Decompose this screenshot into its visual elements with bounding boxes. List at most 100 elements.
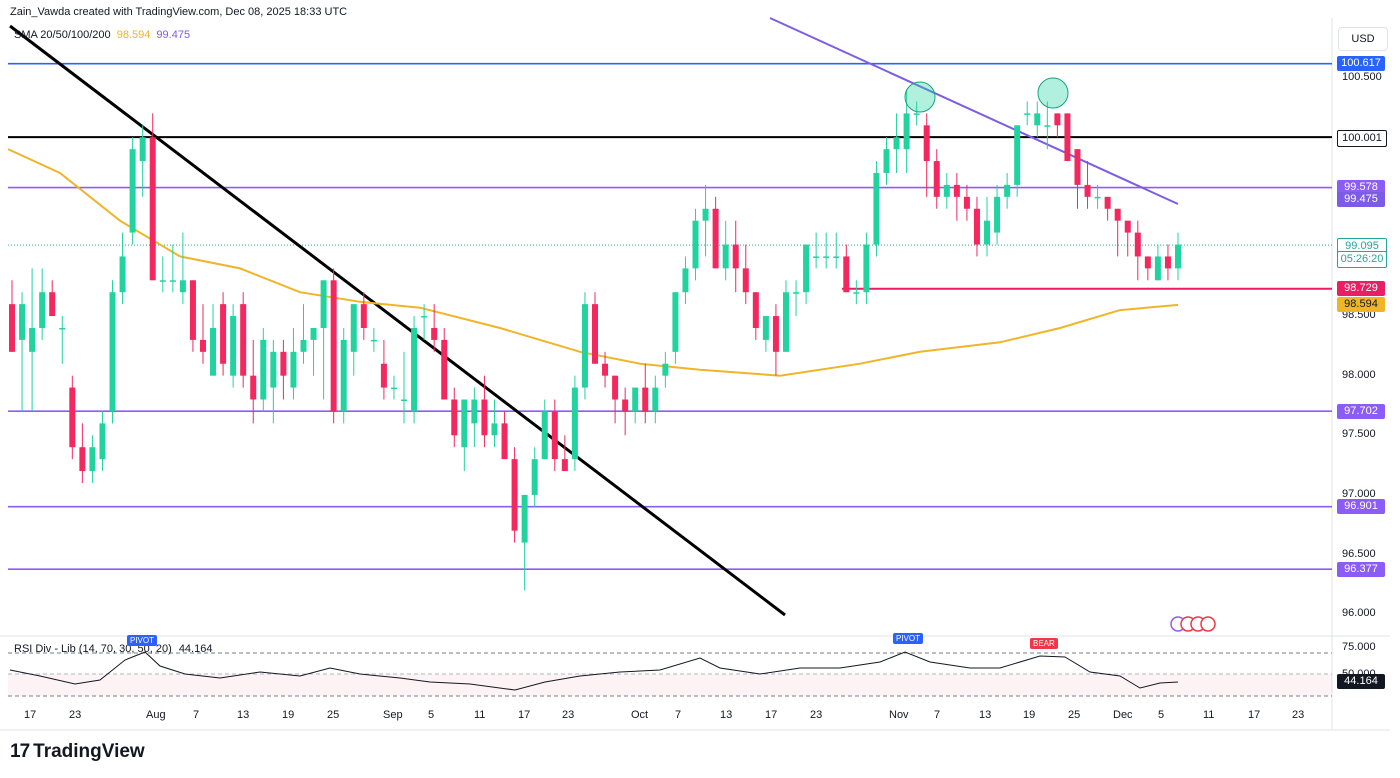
rsi-header-value: 44.164 — [178, 643, 213, 655]
candle-body-71 — [722, 244, 729, 269]
time-tick-14: 13 — [720, 709, 733, 721]
candle-body-115 — [1164, 256, 1171, 269]
candle-body-98 — [994, 196, 1001, 233]
time-tick-2: Aug — [146, 709, 166, 721]
candle-body-90 — [913, 113, 920, 115]
time-tick-3: 7 — [193, 709, 200, 721]
candle-body-64 — [652, 387, 659, 412]
pivot-tag-aug: PIVOT — [127, 635, 158, 646]
price-tick-5: 98.000 — [1342, 368, 1376, 381]
candle-body-51 — [521, 494, 528, 543]
candle-body-81 — [823, 256, 830, 258]
candle-body-89 — [903, 113, 910, 150]
candle-body-106 — [1074, 149, 1081, 185]
downtrend-line-black — [9, 24, 786, 617]
price-tick-9: 96.000 — [1342, 607, 1376, 620]
sma-last-label: 98.594 — [1337, 297, 1385, 313]
candle-body-85 — [863, 244, 870, 293]
candle-body-2 — [29, 327, 36, 352]
time-tick-13: 7 — [675, 709, 682, 721]
candle-body-65 — [662, 363, 669, 376]
time-tick-8: 5 — [428, 709, 435, 721]
tradingview-logo-text: TradingView — [33, 741, 145, 762]
candle-body-108 — [1094, 196, 1101, 199]
candle-body-42 — [431, 327, 438, 340]
rsi-value-label: 44.164 — [1337, 674, 1385, 689]
candle-body-116 — [1175, 244, 1181, 269]
currency-button[interactable]: USD — [1338, 27, 1388, 51]
candle-body-46 — [471, 399, 478, 424]
candle-body-76 — [772, 316, 779, 352]
candle-body-67 — [682, 268, 689, 293]
candle-body-56 — [571, 387, 578, 460]
time-tick-23: 5 — [1158, 709, 1165, 721]
candle-body-94 — [953, 184, 960, 197]
sma-legend-value-a: 98.594 — [116, 29, 151, 41]
candle-body-104 — [1054, 113, 1061, 126]
bar-countdown-label: 05:26:20 — [1337, 251, 1387, 269]
sma-legend: SMA 20/50/100/200 98.594 99.475 — [14, 28, 190, 42]
downtrend-line-purple — [769, 17, 1179, 205]
candle-body-109 — [1104, 196, 1111, 209]
price-tick-4: 98.500 — [1342, 309, 1376, 322]
candle-body-111 — [1124, 220, 1131, 233]
candle-body-18 — [189, 280, 196, 340]
candle-body-31 — [320, 280, 327, 328]
time-tick-26: 23 — [1292, 709, 1305, 721]
price-level-label-4: 96.901 — [1337, 499, 1385, 515]
candle-body-53 — [541, 411, 548, 460]
candle-body-96 — [973, 208, 980, 245]
price-level-label-5: 96.377 — [1337, 561, 1385, 577]
top-circle-2 — [1037, 77, 1069, 109]
time-tick-25: 17 — [1248, 709, 1261, 721]
candle-body-27 — [280, 351, 287, 376]
candle-body-17 — [179, 280, 186, 293]
rsi-oversold-band — [8, 674, 1332, 696]
candle-body-28 — [290, 351, 297, 388]
tradingview-logo[interactable]: 17 TradingView — [10, 741, 145, 763]
rsi-header: RSI Div - Lib (14, 70, 30, 50, 20) 44.16… — [14, 643, 212, 655]
candle-body-99 — [1004, 184, 1011, 197]
current-price-label: 99.095 — [1337, 237, 1387, 255]
time-tick-16: 23 — [810, 709, 823, 721]
candle-body-79 — [803, 244, 810, 293]
candle-body-100 — [1014, 125, 1021, 185]
candle-body-70 — [712, 208, 719, 269]
candle-body-13 — [139, 137, 146, 162]
candle-body-38 — [390, 387, 397, 390]
candle-body-44 — [451, 399, 458, 436]
candle-body-37 — [380, 363, 387, 388]
candle-body-58 — [592, 304, 598, 364]
candle-body-19 — [199, 339, 206, 352]
candle-body-12 — [129, 149, 136, 233]
event-icon-3 — [1200, 616, 1216, 632]
candle-body-113 — [1144, 256, 1151, 269]
sma-legend-label: SMA 20/50/100/200 — [14, 29, 111, 41]
candle-body-68 — [692, 220, 699, 269]
time-tick-12: Oct — [631, 709, 649, 721]
candle-body-50 — [511, 459, 518, 531]
candle-body-93 — [943, 184, 950, 197]
sma-legend-value-b: 99.475 — [156, 29, 191, 41]
candle-body-14 — [149, 137, 156, 281]
time-tick-11: 23 — [562, 709, 575, 721]
candle-body-88 — [893, 137, 900, 150]
tradingview-logo-mark: 17 — [10, 741, 30, 762]
candle-body-39 — [401, 399, 408, 402]
candle-body-23 — [240, 304, 247, 376]
price-level-label-0: 100.617 — [1337, 56, 1385, 72]
price-tick-7: 97.000 — [1342, 487, 1376, 500]
time-tick-15: 17 — [765, 709, 778, 721]
candle-body-10 — [109, 292, 116, 412]
candle-body-16 — [169, 280, 176, 282]
candle-body-20 — [210, 327, 217, 376]
time-tick-6: 25 — [327, 709, 340, 721]
candle-body-9 — [99, 423, 106, 460]
candle-body-66 — [672, 292, 679, 352]
candle-body-35 — [360, 304, 367, 328]
time-tick-19: 13 — [979, 709, 992, 721]
candle-body-25 — [260, 339, 267, 400]
candle-body-87 — [883, 149, 890, 173]
candle-body-11 — [119, 256, 126, 293]
